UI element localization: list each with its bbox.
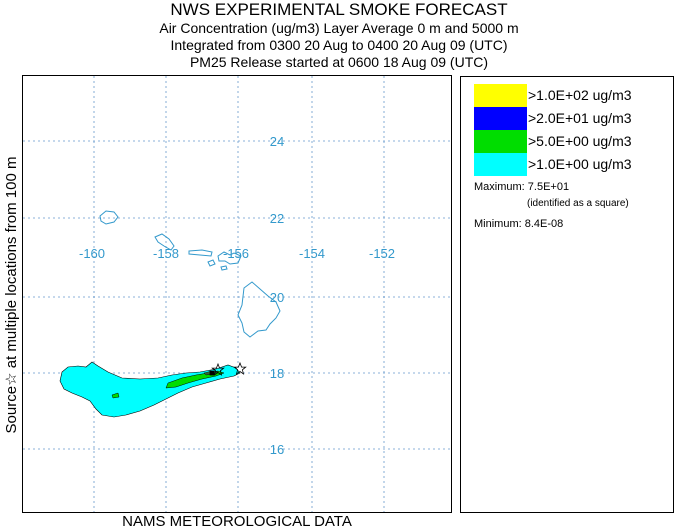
source-star-2 <box>233 361 247 375</box>
legend-label: >1.0E+00 ug/m3 <box>528 156 632 172</box>
source-side-label: Source☆ at multiple locations from 100 m <box>0 75 22 515</box>
map-frame <box>22 75 452 513</box>
latitude-label: 24 <box>270 134 284 149</box>
maui-coast <box>217 251 242 265</box>
oahu-coast <box>154 233 175 251</box>
legend-swatch <box>474 153 527 176</box>
legend-item: >2.0E+01 ug/m3 <box>474 107 674 130</box>
kauai-coast <box>99 210 119 225</box>
plume-green-level <box>165 370 225 389</box>
longitude-label: -154 <box>299 246 325 261</box>
release-info: PM25 Release started at 0600 18 Aug 09 (… <box>189 54 489 70</box>
big-island-coast <box>237 281 281 338</box>
latitude-label: 22 <box>270 211 284 226</box>
minimum-value: Minimum: 8.4E-08 <box>474 218 564 230</box>
legend-label: >1.0E+02 ug/m3 <box>528 87 632 103</box>
plume-green-patch <box>111 392 120 399</box>
concentration-subtitle: Air Concentration (ug/m3) Layer Average … <box>159 20 519 36</box>
longitude-label: -160 <box>79 246 105 261</box>
kahoolawe-coast <box>220 265 228 271</box>
longitude-label: -156 <box>223 246 249 261</box>
legend-item: >5.0E+00 ug/m3 <box>474 130 674 153</box>
source-star-1 <box>211 362 225 376</box>
legend-swatch <box>474 107 527 130</box>
source-markers <box>209 361 247 376</box>
smoke-map[interactable]: -160 -158 -156 -154 -152 24 22 20 18 16 <box>22 75 452 513</box>
molokai-coast <box>188 249 213 257</box>
latitude-label: 16 <box>270 442 284 457</box>
legend-swatch <box>474 84 527 107</box>
maximum-note: (identified as a square) <box>527 198 629 209</box>
longitude-labels: -160 -158 -156 -154 -152 <box>79 246 395 261</box>
met-data-footer: NAMS METEOROLOGICAL DATA <box>122 513 352 530</box>
maximum-square-marker <box>209 370 215 376</box>
lanai-coast <box>207 259 216 267</box>
legend-item: >1.0E+02 ug/m3 <box>474 84 674 107</box>
smoke-plume <box>59 361 241 418</box>
latitude-label: 18 <box>270 366 284 381</box>
source-side-text: Source☆ at multiple locations from 100 m <box>3 156 20 434</box>
latitude-label: 20 <box>270 290 284 305</box>
longitude-label: -158 <box>153 246 179 261</box>
coastlines <box>99 210 281 338</box>
legend-swatch <box>474 130 527 153</box>
legend-label: >2.0E+01 ug/m3 <box>528 110 632 126</box>
maximum-value: Maximum: 7.5E+01 <box>474 181 570 193</box>
legend-item: >1.0E+00 ug/m3 <box>474 153 674 176</box>
legend-label: >5.0E+00 ug/m3 <box>528 133 632 149</box>
concentration-legend: >1.0E+02 ug/m3 >2.0E+01 ug/m3 >5.0E+00 ug/… <box>460 76 674 513</box>
forecast-title: NWS EXPERIMENTAL SMOKE FORECAST <box>170 0 508 19</box>
latitude-labels: 24 22 20 18 16 <box>270 134 284 457</box>
longitude-label: -152 <box>369 246 395 261</box>
integration-period: Integrated from 0300 20 Aug to 0400 20 A… <box>170 37 508 53</box>
